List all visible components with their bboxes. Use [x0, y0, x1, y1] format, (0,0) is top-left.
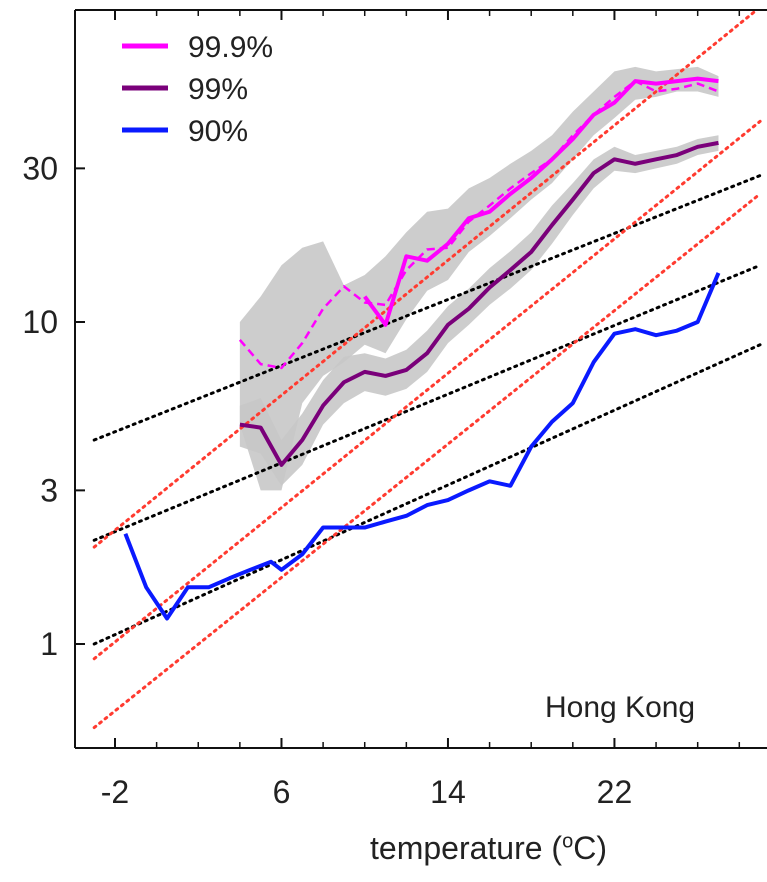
plot-content: [92, 10, 762, 730]
x-axis-label-text: temperature (: [370, 830, 563, 866]
reference-line-red-5: [92, 192, 762, 730]
y-tick-label-0: 1: [40, 626, 58, 662]
x-axis-label-degree: o: [562, 830, 574, 853]
y-tick-label-1: 3: [40, 472, 58, 508]
legend-label-0: 99.9%: [188, 31, 273, 64]
legend-label-1: 99%: [188, 73, 248, 106]
series-line-3: [123, 272, 721, 621]
legend-label-2: 90%: [188, 115, 248, 148]
x-tick-label-1: 6: [273, 774, 291, 810]
plot-area: [92, 10, 762, 730]
reference-line-red-4: [92, 119, 762, 661]
x-axis-label-unit: C): [573, 830, 607, 866]
reference-line-red-3: [92, 10, 760, 549]
y-tick-label-2: 10: [22, 304, 58, 340]
series-line-2: [239, 140, 719, 467]
reference-line-black-1: [92, 263, 762, 542]
confidence-band-99: [239, 135, 719, 486]
y-tick-label-3: 30: [22, 150, 58, 186]
x-tick-label-3: 22: [597, 774, 633, 810]
reference-line-black-0: [92, 174, 762, 442]
series-line-1: [238, 79, 719, 370]
x-axis-label: temperature (oC): [370, 830, 607, 867]
x-tick-label-0: -2: [101, 774, 129, 810]
axes: -2 6 14 22 1 3 10 30: [22, 9, 767, 810]
series-line-0: [363, 76, 719, 327]
legend: 99.9% 99% 90%: [122, 31, 273, 148]
reference-line-black-2: [92, 343, 762, 646]
location-annotation: Hong Kong: [545, 691, 695, 724]
x-tick-label-2: 14: [430, 774, 466, 810]
